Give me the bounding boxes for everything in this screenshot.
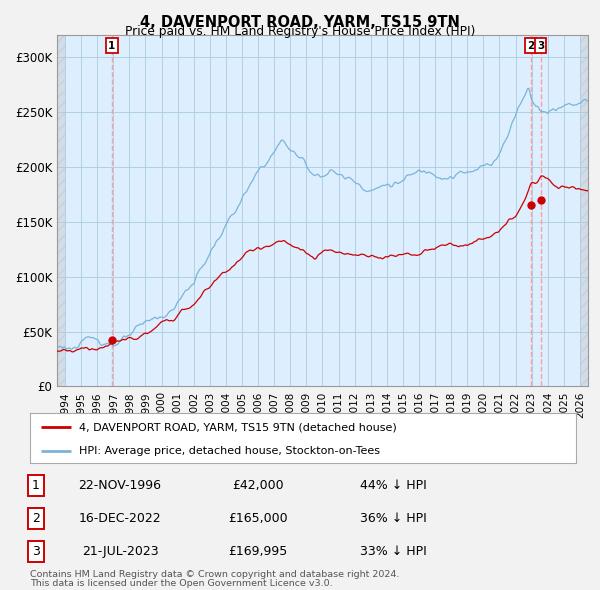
Text: 2: 2 — [32, 512, 40, 525]
Text: 2: 2 — [527, 41, 535, 51]
Text: Contains HM Land Registry data © Crown copyright and database right 2024.: Contains HM Land Registry data © Crown c… — [30, 571, 400, 579]
Text: 22-NOV-1996: 22-NOV-1996 — [79, 479, 161, 492]
Text: 44% ↓ HPI: 44% ↓ HPI — [360, 479, 427, 492]
Bar — [580, 35, 588, 386]
Text: 33% ↓ HPI: 33% ↓ HPI — [360, 545, 427, 558]
Text: HPI: Average price, detached house, Stockton-on-Tees: HPI: Average price, detached house, Stoc… — [79, 445, 380, 455]
Text: £169,995: £169,995 — [229, 545, 287, 558]
Text: 1: 1 — [32, 479, 40, 492]
Text: 16-DEC-2022: 16-DEC-2022 — [79, 512, 161, 525]
Text: 36% ↓ HPI: 36% ↓ HPI — [360, 512, 427, 525]
Text: 4, DAVENPORT ROAD, YARM, TS15 9TN (detached house): 4, DAVENPORT ROAD, YARM, TS15 9TN (detac… — [79, 422, 397, 432]
Text: 21-JUL-2023: 21-JUL-2023 — [82, 545, 158, 558]
Text: £165,000: £165,000 — [228, 512, 288, 525]
Text: Price paid vs. HM Land Registry's House Price Index (HPI): Price paid vs. HM Land Registry's House … — [125, 25, 475, 38]
Text: £42,000: £42,000 — [232, 479, 284, 492]
Text: 3: 3 — [537, 41, 544, 51]
Text: 4, DAVENPORT ROAD, YARM, TS15 9TN: 4, DAVENPORT ROAD, YARM, TS15 9TN — [140, 15, 460, 30]
Text: 3: 3 — [32, 545, 40, 558]
Bar — [57, 35, 65, 386]
Text: This data is licensed under the Open Government Licence v3.0.: This data is licensed under the Open Gov… — [30, 579, 332, 588]
Text: 1: 1 — [108, 41, 115, 51]
